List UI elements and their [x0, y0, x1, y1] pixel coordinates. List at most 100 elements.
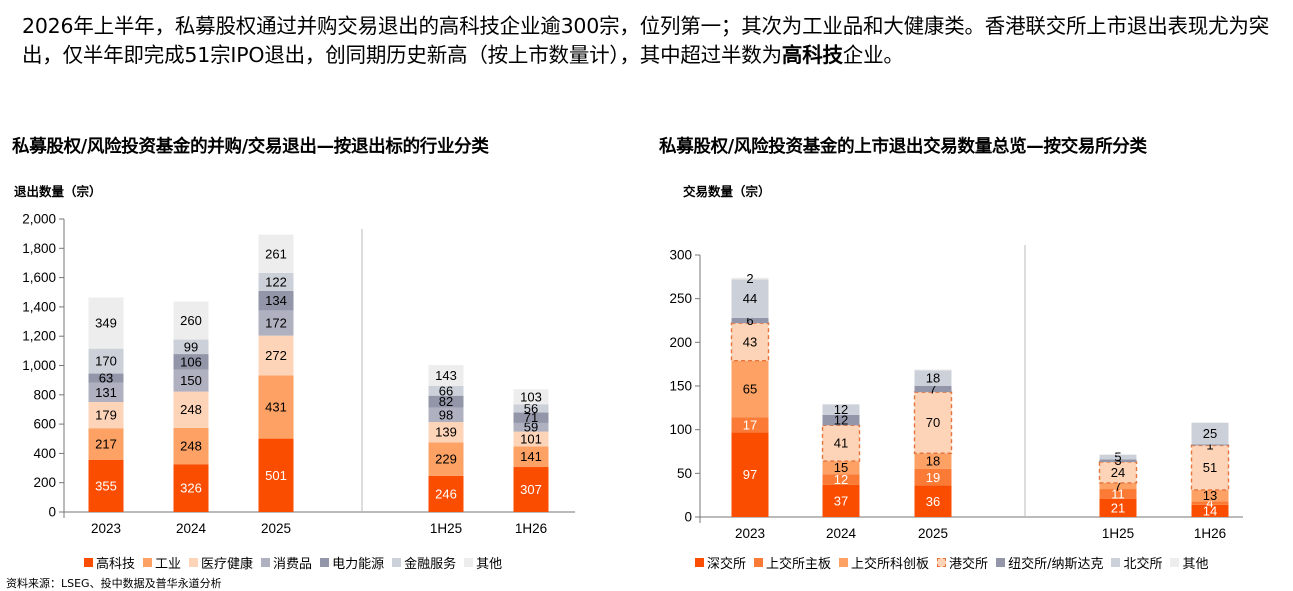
bar-segment — [731, 432, 769, 517]
bar-segment — [914, 468, 952, 486]
bar-segment — [914, 386, 952, 393]
bar-segment — [258, 290, 294, 311]
data-label: 261 — [265, 246, 287, 261]
x-tick-label: 2023 — [735, 526, 765, 541]
data-label: 272 — [265, 348, 287, 363]
legend-swatch — [1111, 558, 1121, 567]
data-label: 172 — [265, 316, 287, 331]
x-tick-label: 2025 — [261, 521, 291, 536]
x-tick-label: 1H25 — [1102, 526, 1134, 541]
legend-item: 上交所科创板 — [839, 553, 929, 572]
legend-swatch — [464, 558, 474, 567]
data-label: 41 — [834, 436, 848, 451]
data-label: 431 — [265, 400, 287, 415]
legend-label: 消费品 — [273, 557, 313, 572]
legend-label: 高科技 — [96, 557, 136, 572]
data-label: 101 — [520, 431, 542, 446]
data-label: 12 — [834, 472, 848, 487]
source-note: 资料来源：LSEG、投中数据及普华永道分析 — [6, 577, 222, 590]
legend-item: 纽交所/纳斯达克 — [996, 553, 1103, 572]
legend-label: 港交所 — [949, 557, 989, 572]
bar-segment — [1098, 461, 1138, 484]
data-label: 18 — [926, 371, 940, 386]
bar-segment — [1099, 482, 1137, 490]
bar-segment — [258, 438, 294, 512]
data-label: 99 — [184, 339, 198, 354]
legend-item: 其他 — [1170, 553, 1208, 572]
data-label: 307 — [520, 482, 542, 497]
bar-segment — [821, 424, 861, 462]
bar-segment — [914, 370, 952, 386]
bar-segment — [513, 431, 549, 447]
x-tick-label: 2024 — [176, 521, 207, 536]
bar-segment — [1191, 444, 1229, 446]
data-label: 19 — [926, 470, 940, 485]
y-tick-label: 250 — [669, 291, 692, 306]
data-label: 36 — [926, 494, 940, 509]
bar-segment — [822, 484, 860, 517]
legend-label: 其他 — [476, 557, 503, 572]
data-label: 7 — [1114, 478, 1121, 493]
data-label: 3 — [1114, 453, 1121, 468]
data-label: 150 — [180, 373, 202, 388]
legend-swatch — [839, 558, 849, 567]
legend-swatch — [143, 558, 153, 567]
legend-swatch — [1170, 558, 1180, 567]
data-label: 70 — [926, 415, 940, 430]
bar-segment — [258, 375, 294, 439]
bar-segment — [88, 348, 124, 374]
data-label: 229 — [435, 452, 457, 467]
data-label: 248 — [180, 439, 202, 454]
data-label: 349 — [95, 316, 117, 331]
bar-segment — [1191, 504, 1229, 517]
legend-item: 高科技 — [84, 553, 135, 572]
data-label: 66 — [439, 383, 453, 398]
data-label: 14 — [1203, 503, 1217, 518]
bar-segment — [914, 453, 952, 469]
bar-segment — [173, 354, 209, 370]
bar-segment — [1191, 422, 1229, 445]
data-label: 326 — [180, 481, 202, 496]
legend-item: 电力能源 — [320, 553, 384, 572]
bar-segment — [88, 373, 124, 383]
y-tick-label: 600 — [33, 417, 56, 432]
legend-label: 其他 — [1182, 557, 1209, 572]
chart1-title: 私募股权/风险投资基金的并购/交易退出—按退出标的行业分类 — [12, 137, 489, 157]
data-label: 24 — [1111, 465, 1125, 480]
y-tick-label: 1,800 — [22, 241, 56, 256]
data-label: 217 — [95, 437, 117, 452]
chart2-ylabel: 交易数量（宗） — [683, 184, 771, 199]
data-label: 4 — [1206, 496, 1213, 511]
y-tick-label: 100 — [669, 422, 692, 437]
data-label: 82 — [439, 394, 453, 409]
data-label: 71 — [524, 410, 538, 425]
legend-swatch — [261, 558, 271, 567]
data-label: 141 — [520, 449, 542, 464]
data-label: 7 — [929, 382, 936, 397]
legend-swatch — [754, 558, 764, 567]
bar-segment — [513, 422, 549, 432]
bar-segment — [428, 365, 464, 387]
bar-segment — [913, 391, 953, 454]
data-label: 355 — [95, 478, 117, 493]
data-label: 63 — [99, 371, 113, 386]
data-label: 97 — [743, 467, 757, 482]
x-tick-label: 2025 — [918, 526, 948, 541]
bar-segment — [731, 317, 769, 324]
legend-label: 医疗健康 — [201, 557, 254, 572]
intro-bold-text: 高科技 — [781, 43, 843, 67]
y-tick-label: 1,600 — [22, 270, 56, 285]
bar-segment — [88, 459, 124, 512]
intro-paragraph: 2026年上半年，私募股权通过并购交易退出的高科技企业逾300宗，位列第一；其次… — [22, 14, 1269, 67]
legend-item: 北交所 — [1111, 553, 1162, 572]
y-tick-label: 1,200 — [22, 329, 56, 344]
bar-segment — [731, 360, 769, 418]
legend-label: 北交所 — [1123, 557, 1163, 572]
data-label: 65 — [743, 382, 757, 397]
data-label: 106 — [180, 354, 202, 369]
bar-segment — [428, 386, 464, 396]
bar-segment — [1099, 454, 1137, 460]
bar-segment — [258, 310, 294, 336]
bar-segment — [258, 234, 294, 273]
bar-segment — [914, 485, 952, 517]
